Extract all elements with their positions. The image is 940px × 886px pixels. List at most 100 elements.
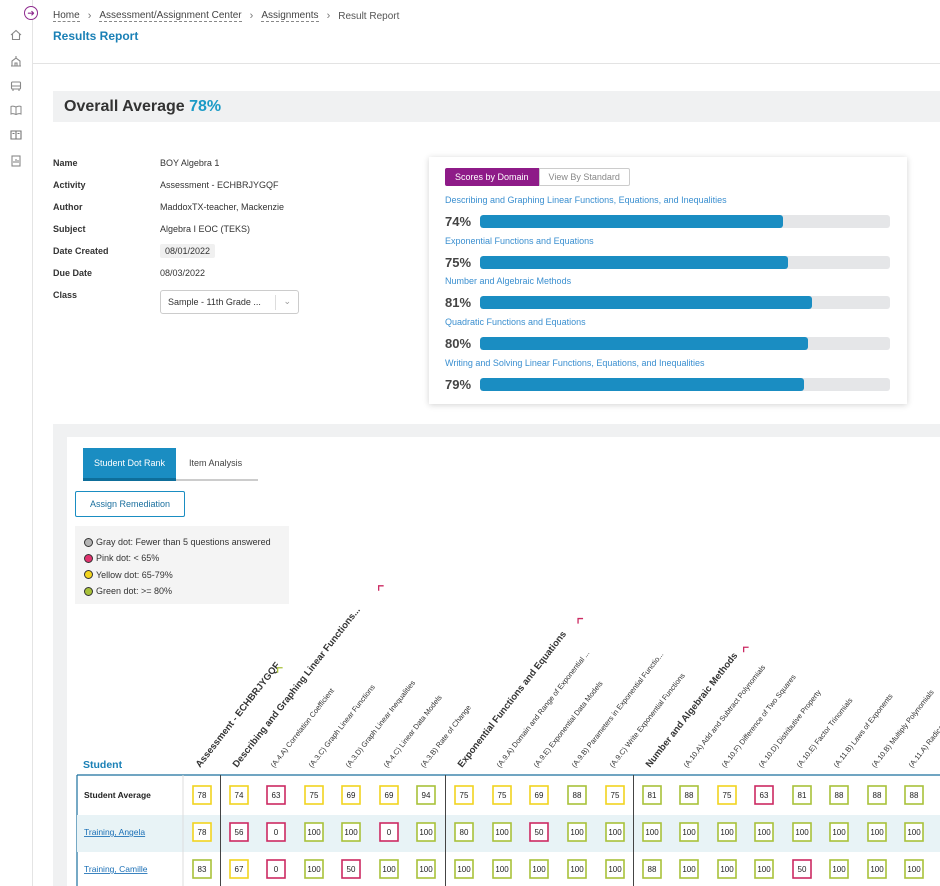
score-cell-box[interactable]: [717, 785, 737, 805]
score-cell-box[interactable]: [529, 785, 549, 805]
score-cell-box[interactable]: [266, 859, 286, 879]
score-cell-box[interactable]: [717, 859, 737, 879]
score-cell-box[interactable]: [679, 859, 699, 879]
bus-icon[interactable]: [9, 79, 23, 93]
breadcrumb-home[interactable]: Home: [53, 10, 80, 22]
score-cell-box[interactable]: [304, 785, 324, 805]
view-by-standard-button[interactable]: View By Standard: [538, 168, 630, 186]
score-cell-box[interactable]: [341, 785, 361, 805]
score-cell-box[interactable]: [416, 785, 436, 805]
score-cell-box[interactable]: [717, 822, 737, 842]
assign-remediation-button[interactable]: Assign Remediation: [75, 491, 185, 517]
tab-student-dot-rank[interactable]: Student Dot Rank: [83, 448, 177, 481]
score-value: 74: [235, 791, 244, 800]
score-value: 67: [235, 865, 244, 874]
score-value: 100: [907, 828, 921, 837]
domain-progress-fill: [480, 337, 808, 350]
report-icon[interactable]: [9, 154, 23, 168]
score-cell-box[interactable]: [567, 822, 587, 842]
score-cell-box[interactable]: [341, 859, 361, 879]
domain-percent: 75%: [445, 255, 472, 270]
score-cell-box[interactable]: [904, 859, 924, 879]
score-cell-box[interactable]: [829, 859, 849, 879]
score-value: 63: [272, 791, 281, 800]
score-cell-box[interactable]: [416, 859, 436, 879]
score-cell-box[interactable]: [605, 822, 625, 842]
score-cell-box[interactable]: [829, 785, 849, 805]
score-cell-box[interactable]: [754, 822, 774, 842]
score-cell-box[interactable]: [492, 859, 512, 879]
score-cell-box[interactable]: [829, 822, 849, 842]
score-cell-box[interactable]: [229, 822, 249, 842]
score-cell-box[interactable]: [192, 859, 212, 879]
score-cell-box[interactable]: [754, 785, 774, 805]
home-icon[interactable]: [9, 28, 23, 42]
score-cell-box[interactable]: [304, 859, 324, 879]
legend-item: Yellow dot: 65-79%: [84, 567, 280, 583]
score-cell-box[interactable]: [492, 822, 512, 842]
score-cell-box[interactable]: [454, 785, 474, 805]
score-value: 100: [795, 828, 809, 837]
score-cell-box[interactable]: [192, 822, 212, 842]
score-cell-box[interactable]: [642, 822, 662, 842]
breadcrumb-assessment-center[interactable]: Assessment/Assignment Center: [99, 10, 242, 22]
scores-by-domain-button[interactable]: Scores by Domain: [445, 168, 539, 186]
score-value: 100: [757, 828, 771, 837]
overall-average-banner: Overall Average 78%: [53, 91, 940, 122]
score-cell-box[interactable]: [341, 822, 361, 842]
score-cell-box[interactable]: [642, 785, 662, 805]
score-cell-box[interactable]: [229, 785, 249, 805]
score-cell-box[interactable]: [867, 785, 887, 805]
score-cell-box[interactable]: [379, 822, 399, 842]
score-cell-box[interactable]: [379, 785, 399, 805]
tab-item-analysis[interactable]: Item Analysis: [176, 448, 259, 481]
score-cell-box[interactable]: [679, 822, 699, 842]
score-cell-box[interactable]: [754, 859, 774, 879]
score-cell-box[interactable]: [416, 822, 436, 842]
breadcrumb-assignments[interactable]: Assignments: [261, 10, 319, 22]
score-cell-box[interactable]: [567, 859, 587, 879]
school-icon[interactable]: [9, 54, 23, 68]
score-cell-box[interactable]: [679, 785, 699, 805]
score-cell-box[interactable]: [642, 859, 662, 879]
legend-item: Green dot: >= 80%: [84, 583, 280, 599]
expand-arrow-icon[interactable]: ➜: [24, 6, 38, 20]
domain-item: Quadratic Functions and Equations 80%: [445, 317, 890, 351]
score-cell-box[interactable]: [304, 822, 324, 842]
score-cell-box[interactable]: [867, 859, 887, 879]
class-select[interactable]: Sample - 11th Grade ... ⌄: [160, 290, 299, 314]
column-header-label: (A.9.E) Exponential Data Models: [531, 679, 604, 769]
student-name-link[interactable]: Training, Camille: [84, 864, 148, 874]
score-cell-box[interactable]: [192, 785, 212, 805]
score-value: 80: [460, 828, 469, 837]
score-cell-box[interactable]: [867, 822, 887, 842]
score-cell-box[interactable]: [266, 785, 286, 805]
score-cell-box[interactable]: [904, 785, 924, 805]
score-cell-box[interactable]: [567, 785, 587, 805]
score-cell-box[interactable]: [454, 859, 474, 879]
score-value: 100: [832, 828, 846, 837]
score-cell-box[interactable]: [792, 785, 812, 805]
score-cell-box[interactable]: [529, 859, 549, 879]
detail-value: BOY Algebra 1: [160, 158, 220, 168]
dot-rank-panel: Student Dot Rank Item Analysis Assign Re…: [67, 437, 940, 886]
book-icon[interactable]: [9, 103, 23, 117]
score-cell-box[interactable]: [792, 859, 812, 879]
score-cell-box[interactable]: [492, 785, 512, 805]
score-cell-box[interactable]: [792, 822, 812, 842]
score-cell-box[interactable]: [266, 822, 286, 842]
column-header-label: (A.3.D) Graph Linear Inequalities: [343, 678, 417, 769]
score-cell-box[interactable]: [379, 859, 399, 879]
score-cell-box[interactable]: [454, 822, 474, 842]
score-cell-box[interactable]: [605, 785, 625, 805]
column-header-label: (A.10.D) Distributive Property: [756, 688, 822, 770]
score-cell-box[interactable]: [605, 859, 625, 879]
student-name-link[interactable]: Training, Angela: [84, 827, 145, 837]
score-value: 100: [720, 865, 734, 874]
score-cell-box[interactable]: [904, 822, 924, 842]
score-cell-box[interactable]: [529, 822, 549, 842]
legend-item: Gray dot: Fewer than 5 questions answere…: [84, 534, 280, 550]
reading-icon[interactable]: [9, 128, 23, 142]
column-header-label: Describing and Graphing Linear Functions…: [231, 605, 363, 770]
score-cell-box[interactable]: [229, 859, 249, 879]
